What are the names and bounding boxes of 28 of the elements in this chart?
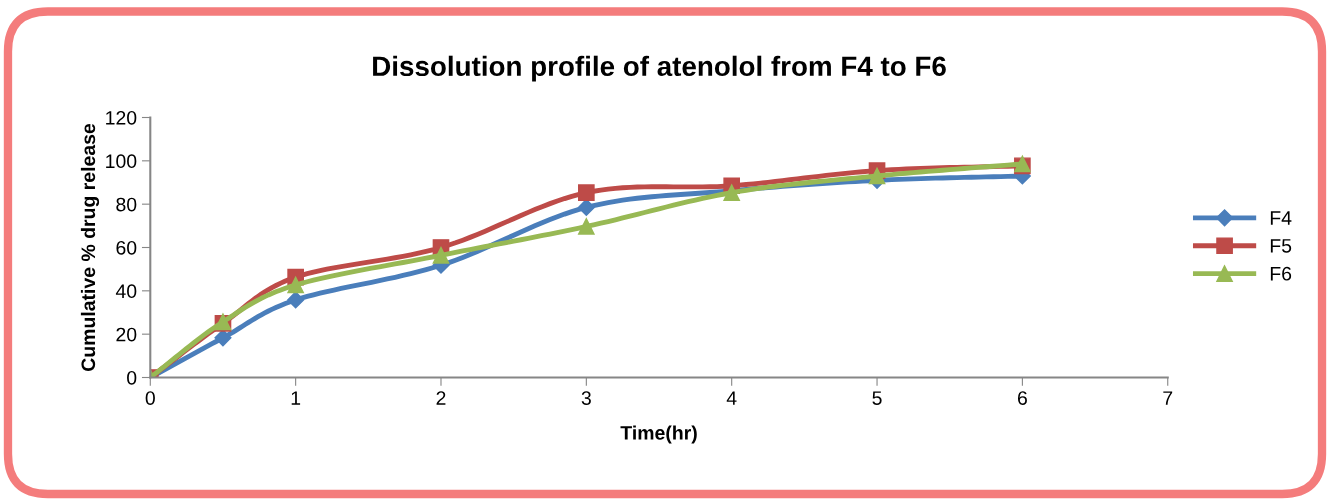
- point: [868, 167, 886, 185]
- y-tick-label: 40: [115, 284, 137, 299]
- y-tick-label: 120: [106, 110, 137, 125]
- x-tick-label: 6: [1017, 391, 1027, 405]
- x-tick-label: 0: [145, 391, 155, 405]
- x-tick-label: 7: [1163, 391, 1173, 405]
- point: [578, 184, 595, 202]
- point: [287, 291, 305, 309]
- y-tick-label: 100: [106, 154, 137, 169]
- chart-title: Dissolution profile of atenolol from F4 to F6: [373, 55, 946, 82]
- x-tick-label: 3: [581, 391, 591, 405]
- x-tick-label: 2: [436, 391, 446, 405]
- x-tick-label: 5: [872, 391, 882, 405]
- legend-label: F4: [1270, 211, 1292, 225]
- point: [578, 218, 595, 235]
- y-axis-title: Cumulative % drug release: [80, 123, 100, 371]
- point: [432, 246, 450, 264]
- point: [287, 276, 304, 294]
- legend-label: F6: [1270, 266, 1292, 281]
- point: [214, 329, 232, 347]
- y-tick-label: 0: [127, 370, 137, 385]
- y-tick-label: 80: [116, 197, 137, 212]
- legend-label: F5: [1270, 239, 1292, 253]
- y-tick-label: 20: [116, 327, 137, 342]
- x-tick-label: 1: [291, 391, 301, 405]
- x-axis-title: Time(hr): [620, 425, 697, 444]
- x-tick-label: 4: [726, 391, 737, 405]
- y-tick-label: 60: [116, 240, 137, 255]
